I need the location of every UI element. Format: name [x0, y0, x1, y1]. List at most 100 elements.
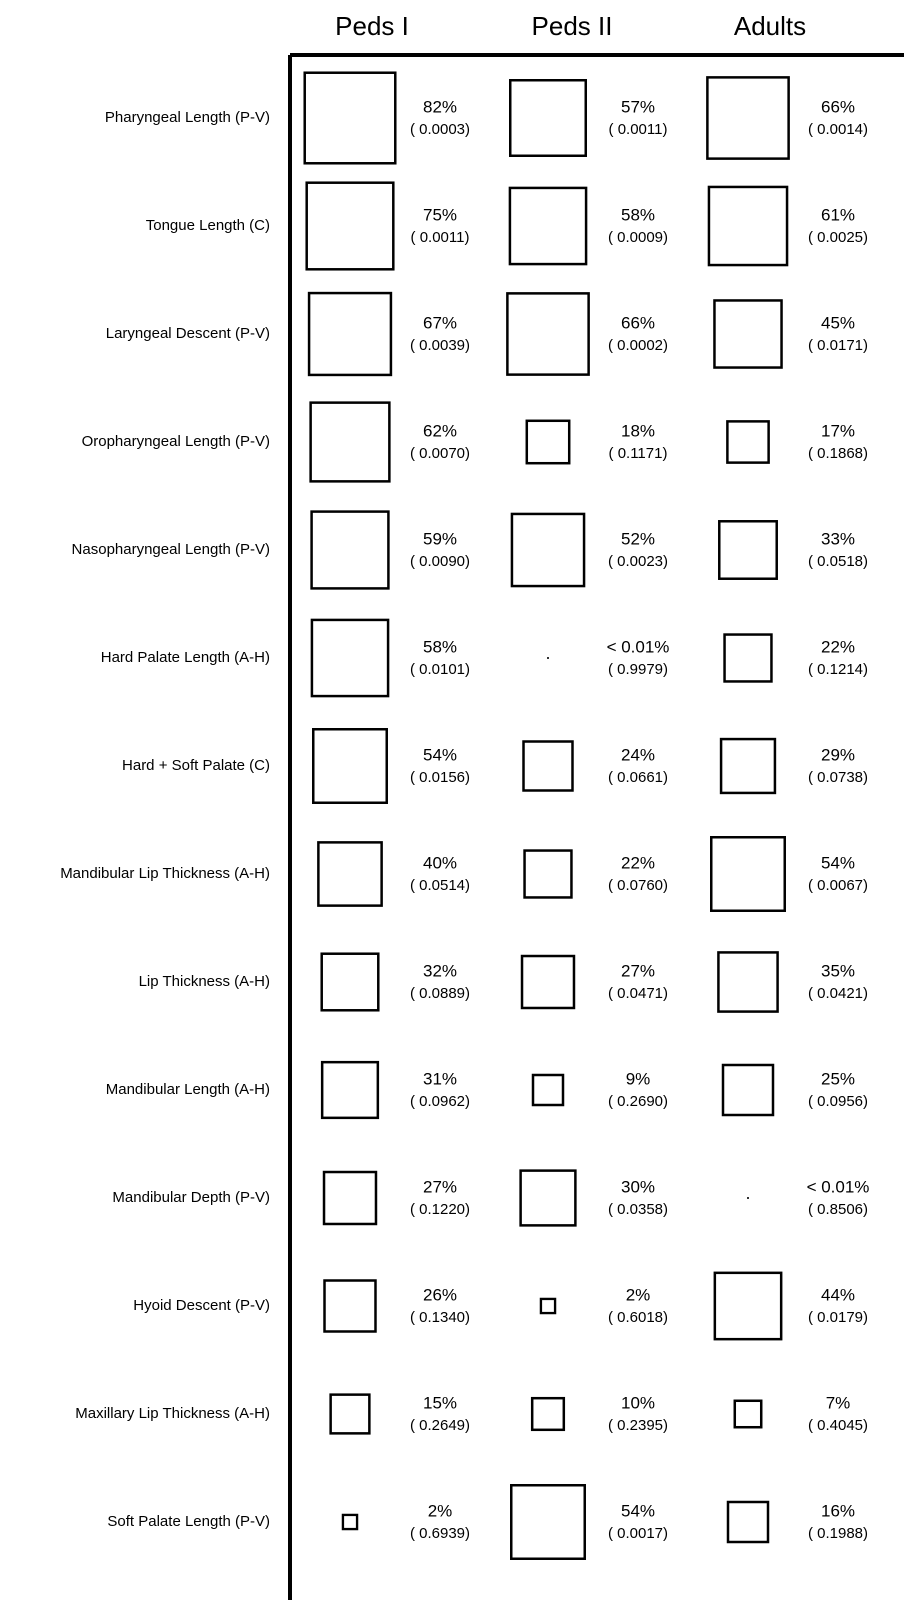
effect-square [320, 952, 380, 1012]
p-value: ( 0.0009) [608, 229, 668, 246]
effect-square [510, 1484, 586, 1560]
p-value: ( 0.0156) [410, 769, 470, 786]
row-label: Maxillary Lip Thickness (A-H) [75, 1405, 270, 1422]
row-label: Mandibular Length (A-H) [106, 1081, 270, 1098]
percent-label: 61% [821, 205, 855, 224]
p-value: ( 0.0011) [411, 229, 470, 246]
p-value: ( 0.0956) [808, 1093, 868, 1110]
p-value: ( 0.0003) [410, 121, 470, 138]
percent-label: 9% [626, 1069, 651, 1088]
p-value: ( 0.6018) [608, 1309, 668, 1326]
p-value: ( 0.9979) [608, 661, 668, 678]
p-value: ( 0.0518) [808, 553, 868, 570]
p-value: ( 0.0661) [608, 769, 668, 786]
effect-square [309, 401, 391, 483]
p-value: ( 0.0179) [808, 1309, 868, 1326]
p-value: ( 0.0014) [808, 121, 868, 138]
p-value: ( 0.0023) [608, 553, 668, 570]
effect-square [719, 737, 777, 795]
p-value: ( 0.1171) [609, 445, 668, 462]
percent-label: 24% [621, 745, 655, 764]
effect-square [726, 420, 770, 464]
effect-square [706, 76, 790, 160]
effect-square [322, 1170, 378, 1226]
percent-label: 54% [821, 853, 855, 872]
effect-square [307, 291, 393, 377]
p-value: ( 0.0889) [410, 985, 470, 1002]
percent-label: 44% [821, 1285, 855, 1304]
effect-square [531, 1073, 565, 1107]
effect-square [323, 1279, 377, 1333]
p-value: ( 0.2690) [608, 1093, 668, 1110]
row-label: Nasopharyngeal Length (P-V) [72, 541, 270, 558]
percent-label: 52% [621, 529, 655, 548]
p-value: ( 0.2395) [608, 1417, 668, 1434]
p-value: ( 0.0067) [808, 877, 868, 894]
p-value: ( 0.0070) [410, 445, 470, 462]
effect-square [747, 1197, 749, 1199]
percent-label: 75% [423, 205, 457, 224]
effect-square [713, 299, 783, 369]
p-value: ( 0.0358) [608, 1201, 668, 1218]
p-value: ( 0.0421) [808, 985, 868, 1002]
p-value: ( 0.1340) [410, 1309, 470, 1326]
column-header: Peds II [532, 11, 613, 41]
percent-label: 15% [423, 1393, 457, 1412]
percent-label: 22% [821, 637, 855, 656]
percent-label: 40% [423, 853, 457, 872]
percent-label: 2% [428, 1501, 453, 1520]
percent-label: 17% [821, 421, 855, 440]
effect-square [713, 1271, 783, 1341]
effect-square [522, 740, 574, 792]
row-label: Pharyngeal Length (P-V) [105, 109, 270, 126]
row-label: Hyoid Descent (P-V) [133, 1297, 270, 1314]
effect-square [519, 1169, 577, 1227]
column-header: Adults [734, 11, 806, 41]
row-label: Hard + Soft Palate (C) [122, 757, 270, 774]
p-value: ( 0.4045) [808, 1417, 868, 1434]
percent-label: 26% [423, 1285, 457, 1304]
row-label: Tongue Length (C) [146, 217, 270, 234]
p-value: ( 0.2649) [410, 1417, 470, 1434]
effect-square [508, 186, 588, 266]
p-value: ( 0.1214) [808, 661, 868, 678]
percent-label: 30% [621, 1177, 655, 1196]
percent-label: 35% [821, 961, 855, 980]
effect-square [310, 510, 390, 590]
percent-label: 33% [821, 529, 855, 548]
p-value: ( 0.0011) [609, 121, 668, 138]
p-value: ( 0.0471) [608, 985, 668, 1002]
percent-label: 66% [621, 313, 655, 332]
effect-square [721, 1063, 775, 1117]
percent-label: 31% [423, 1069, 457, 1088]
effect-square [718, 520, 778, 580]
effect-square [717, 951, 779, 1013]
p-value: ( 0.0025) [808, 229, 868, 246]
percent-label: 29% [821, 745, 855, 764]
percent-label: 27% [621, 961, 655, 980]
p-value: ( 0.1868) [808, 445, 868, 462]
percent-label: 45% [821, 313, 855, 332]
percent-label: 22% [621, 853, 655, 872]
percent-label: 58% [423, 637, 457, 656]
p-value: ( 0.0002) [608, 337, 668, 354]
effect-square [707, 185, 789, 267]
effect-square [539, 1297, 557, 1315]
effect-square [733, 1399, 763, 1429]
row-label: Mandibular Depth (P-V) [112, 1189, 270, 1206]
p-value: ( 0.0171) [808, 337, 868, 354]
effect-square [723, 633, 773, 683]
effect-square [726, 1500, 770, 1544]
percent-label: 82% [423, 97, 457, 116]
p-value: ( 0.6939) [410, 1525, 470, 1542]
effect-square [710, 836, 786, 912]
effect-square [506, 292, 590, 376]
effect-square [305, 181, 395, 271]
effect-square [525, 419, 571, 465]
p-value: ( 0.1220) [410, 1201, 470, 1218]
effect-square [310, 618, 390, 698]
p-value: ( 0.0760) [608, 877, 668, 894]
p-value: ( 0.0090) [410, 553, 470, 570]
effect-square [523, 849, 573, 899]
